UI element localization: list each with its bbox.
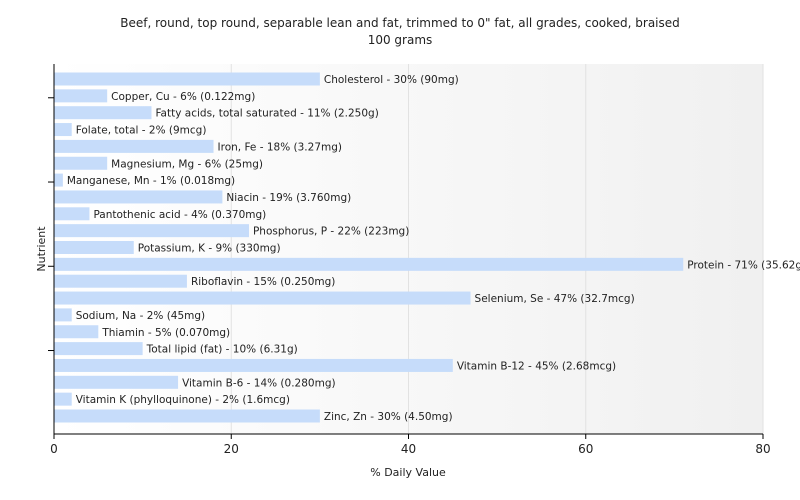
bar-label: Thiamin - 5% (0.070mg) — [101, 327, 230, 339]
bar — [54, 358, 453, 372]
grid-lines — [230, 64, 764, 434]
bar-label: Zinc, Zn - 30% (4.50mg) — [324, 411, 453, 423]
x-axis-title: % Daily Value — [370, 466, 446, 479]
bar-label: Protein - 71% (35.62g) — [687, 259, 800, 271]
chart-subtitle: 100 grams — [368, 33, 433, 47]
x-tick-label: 80 — [755, 442, 770, 456]
bar-label: Potassium, K - 9% (330mg) — [138, 243, 281, 255]
bar-label: Magnesium, Mg - 6% (25mg) — [111, 158, 263, 170]
bar — [54, 106, 152, 120]
bar — [54, 173, 63, 187]
bar-label: Riboflavin - 15% (0.250mg) — [191, 276, 335, 288]
bar-label: Folate, total - 2% (9mcg) — [76, 125, 207, 137]
bar-label: Selenium, Se - 47% (32.7mcg) — [475, 293, 635, 305]
bar — [54, 207, 90, 221]
bar-label: Vitamin K (phylloquinone) - 2% (1.6mcg) — [76, 394, 290, 406]
bar-label: Sodium, Na - 2% (45mg) — [76, 310, 205, 322]
x-tick-label: 0 — [50, 442, 58, 456]
bar — [54, 123, 72, 137]
bar — [54, 72, 320, 86]
bar — [54, 291, 471, 305]
bar — [54, 190, 223, 204]
x-tick-label: 20 — [224, 442, 239, 456]
x-tick-label: 40 — [401, 442, 416, 456]
bar-label: Iron, Fe - 18% (3.27mg) — [218, 141, 342, 153]
bar-label: Pantothenic acid - 4% (0.370mg) — [93, 209, 266, 221]
y-axis-title: Nutrient — [35, 226, 48, 272]
bar — [54, 375, 179, 389]
bars-group — [54, 72, 684, 423]
x-tick-label: 60 — [578, 442, 593, 456]
bar — [54, 257, 684, 271]
bar — [54, 156, 108, 170]
bar — [54, 274, 187, 288]
bar-label: Phosphorus, P - 22% (223mg) — [253, 226, 409, 238]
bar — [54, 325, 99, 339]
bar-label: Copper, Cu - 6% (0.122mg) — [111, 91, 255, 103]
chart-title: Beef, round, top round, separable lean a… — [120, 16, 680, 30]
bar — [54, 89, 108, 103]
axes-group: 0 20 40 60 80 — [48, 64, 771, 456]
bar — [54, 224, 249, 238]
bar-label: Cholesterol - 30% (90mg) — [324, 74, 459, 86]
bar — [54, 308, 72, 322]
bar — [54, 241, 134, 254]
bar — [54, 392, 72, 406]
bar-label: Fatty acids, total saturated - 11% (2.25… — [155, 108, 378, 120]
bar-label: Vitamin B-12 - 45% (2.68mcg) — [457, 360, 616, 372]
bar-label: Vitamin B-6 - 14% (0.280mg) — [182, 377, 336, 389]
bar — [54, 139, 214, 153]
bar-labels-group: Cholesterol - 30% (90mg) Copper, Cu - 6% … — [67, 74, 800, 423]
bar — [54, 409, 320, 423]
bar-label: Manganese, Mn - 1% (0.018mg) — [67, 175, 235, 187]
bar — [54, 342, 143, 356]
bar-label: Total lipid (fat) - 10% (6.31g) — [146, 344, 298, 356]
bar-label: Niacin - 19% (3.760mg) — [226, 192, 351, 204]
